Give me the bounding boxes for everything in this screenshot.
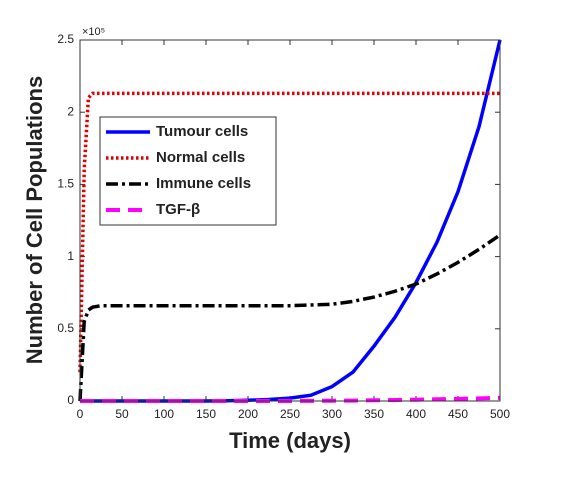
plot-frame [79,39,501,402]
y-tick-label: 2 [67,104,74,118]
x-tick-label: 450 [448,407,468,421]
x-axis-label: Time (days) [229,428,351,453]
y-tick-label: 1 [67,249,74,263]
legend-label: TGF-β [156,201,200,218]
x-tick-label: 200 [238,407,258,421]
x-tick-label: 100 [154,407,174,421]
legend-box [99,116,277,226]
series-line [78,91,500,373]
y-tick-label: 0.5 [57,321,74,335]
x-tick-label: 400 [406,407,426,421]
legend-label: Tumour cells [156,123,248,140]
x-tick-label: 250 [280,407,300,421]
x-tick-label: 150 [196,407,216,421]
y-axis-label: Number of Cell Populations [22,76,47,364]
y-multiplier: ×10⁵ [82,26,105,38]
legend-label: Normal cells [156,149,245,166]
x-tick-label: 300 [322,407,342,421]
y-tick-label: 1.5 [57,177,74,191]
y-tick-label: 2.5 [57,32,74,46]
x-tick-label: 350 [364,407,384,421]
x-tick-label: 500 [490,407,510,421]
series-line [78,233,501,402]
x-tick-label: 0 [77,407,84,421]
x-tick-label: 50 [115,407,129,421]
y-tick-label: 0 [67,393,74,407]
legend-label: Immune cells [156,175,251,192]
